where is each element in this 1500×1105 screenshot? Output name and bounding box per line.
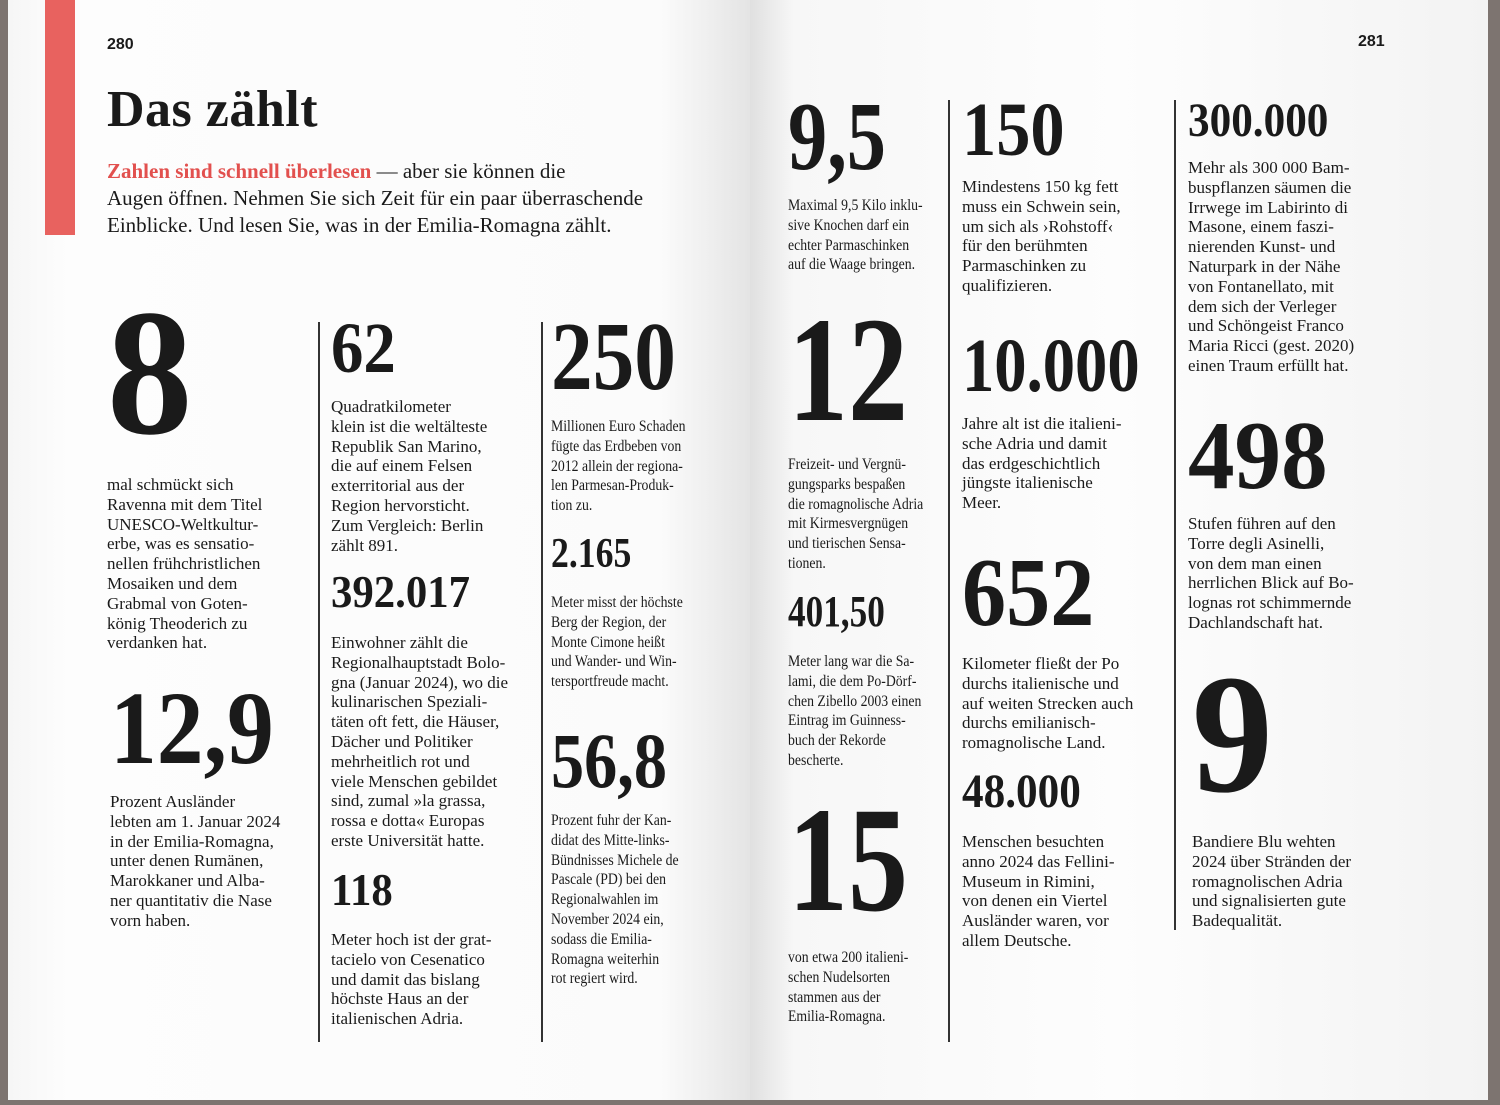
stat-description: Meter lang war die Sa- lami, die dem Po-… xyxy=(788,653,922,769)
lead-paragraph: Zahlen sind schnell überlesen — aber sie… xyxy=(107,158,747,239)
stat-description: Meter hoch ist der grat- tacielo von Ces… xyxy=(331,930,492,1029)
stat-description: Maximal 9,5 Kilo inklu- sive Knochen dar… xyxy=(788,197,923,274)
stat-number: 12,9 xyxy=(110,671,274,786)
stat-number: 10.000 xyxy=(962,324,1140,408)
column-divider xyxy=(318,322,320,1042)
stat-description: Jahre alt ist die italieni- sche Adria u… xyxy=(962,414,1122,513)
stat-description: Prozent Ausländer lebten am 1. Januar 20… xyxy=(110,792,281,930)
stat-number: 250 xyxy=(551,303,676,411)
stat-number: 9,5 xyxy=(788,83,886,191)
stat-description: Bandiere Blu wehten 2024 über Stränden d… xyxy=(1192,832,1352,931)
stat-description: von etwa 200 italieni- schen Nudelsorten… xyxy=(788,949,909,1026)
stat-number: 15 xyxy=(788,777,908,943)
stat-description: Mindestens 150 kg fett muss ein Schwein … xyxy=(962,177,1121,295)
red-accent-bar xyxy=(45,0,75,235)
stat-number: 48.000 xyxy=(962,765,1081,818)
book-edge-right xyxy=(1486,0,1500,1105)
stat-number: 2.165 xyxy=(551,531,632,577)
page-title: Das zählt xyxy=(107,81,319,138)
stat-description: Kilometer fließt der Po durchs italienis… xyxy=(962,654,1134,753)
stat-description: Meter misst der höchste Berg der Region,… xyxy=(551,594,683,691)
stat-number: 12 xyxy=(788,287,908,453)
stat-description: Stufen führen auf den Torre degli Asinel… xyxy=(1188,514,1354,632)
column-divider xyxy=(1174,100,1176,930)
stat-description: Freizeit- und Vergnü- gungsparks bespaße… xyxy=(788,456,924,572)
stat-number: 56,8 xyxy=(551,717,668,804)
stat-description: Quadratkilometer klein ist die weltältes… xyxy=(331,397,488,555)
stat-description: Mehr als 300 000 Bam- buspflanzen säumen… xyxy=(1188,158,1355,375)
stat-number: 300.000 xyxy=(1188,94,1329,147)
left-page xyxy=(8,0,750,1100)
stat-description: Prozent fuhr der Kan- didat des Mitte-li… xyxy=(551,812,679,988)
page-number-right: 281 xyxy=(1358,33,1385,50)
lead-text: — aber sie können die Augen öffnen. Nehm… xyxy=(107,159,644,237)
stat-number: 392.017 xyxy=(331,567,470,617)
page-number-left: 280 xyxy=(107,36,134,53)
stat-description: mal schmückt sich Ravenna mit dem Titel … xyxy=(107,475,263,653)
stat-number: 9 xyxy=(1192,640,1273,828)
stat-number: 62 xyxy=(331,308,396,388)
stat-description: Menschen besuchten anno 2024 das Fellini… xyxy=(962,832,1115,950)
stat-number: 118 xyxy=(331,865,393,915)
lead-accent: Zahlen sind schnell überlesen xyxy=(107,159,372,183)
column-divider xyxy=(948,100,950,1042)
right-page xyxy=(750,0,1488,1100)
stat-description: Einwohner zählt die Regionalhauptstadt B… xyxy=(331,633,509,850)
stat-number: 150 xyxy=(962,88,1065,172)
column-divider xyxy=(541,322,543,1042)
stat-number: 8 xyxy=(107,273,193,472)
stat-number: 498 xyxy=(1188,402,1328,510)
stat-number: 401,50 xyxy=(788,587,885,636)
stat-description: Millionen Euro Schaden fügte das Erdbebe… xyxy=(551,418,686,515)
book-edge-bottom xyxy=(0,1098,1500,1105)
stat-number: 652 xyxy=(962,539,1095,647)
book-edge-left xyxy=(0,0,8,1105)
